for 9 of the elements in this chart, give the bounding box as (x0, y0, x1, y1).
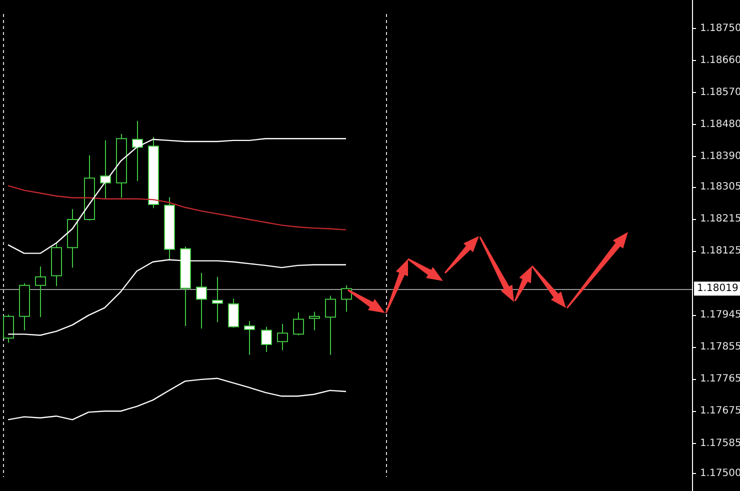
ref-line-label: 1.18019 (697, 283, 738, 294)
y-tick-label: 1.17675 (700, 406, 740, 417)
y-tick-label: 1.17765 (700, 374, 740, 385)
y-tick-label: 1.17585 (700, 438, 740, 449)
y-tick-label: 1.18215 (700, 213, 740, 224)
y-tick-label: 1.18305 (700, 181, 740, 192)
y-tick-label: 1.18125 (700, 245, 740, 256)
y-tick-label: 1.17945 (700, 310, 740, 321)
y-tick-label: 1.17855 (700, 342, 740, 353)
